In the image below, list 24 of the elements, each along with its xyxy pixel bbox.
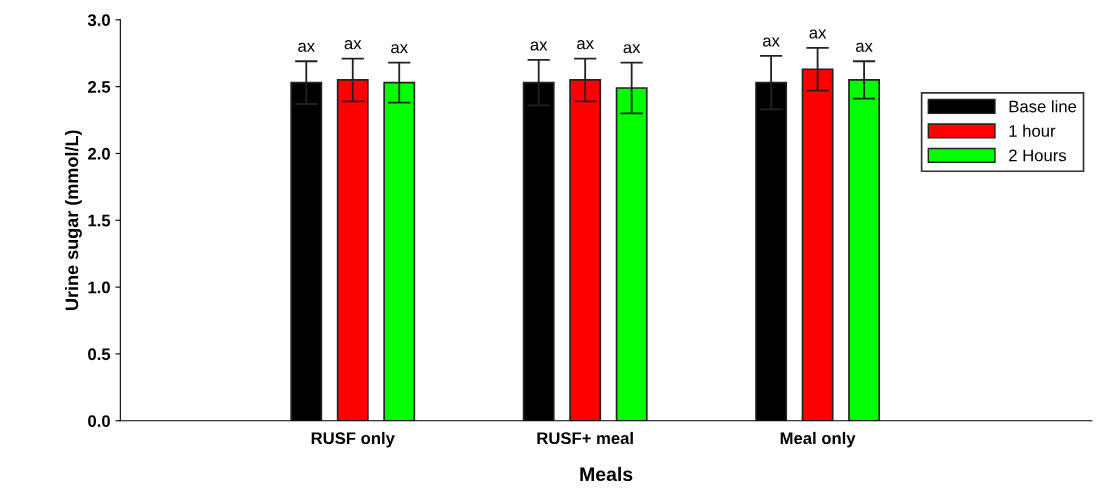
x-tick-label: RUSF+ meal xyxy=(537,431,633,445)
data-label: ax xyxy=(577,40,594,50)
y-tick-label: 2.0 xyxy=(88,147,110,160)
data-label: ax xyxy=(855,42,873,52)
x-tick-label: Meal only xyxy=(780,431,856,448)
x-axis-title: Meals xyxy=(580,466,633,482)
y-tick-label: 0.0 xyxy=(88,415,110,427)
y-tick-label: 2.5 xyxy=(88,81,111,93)
legend-label: 2 Hours xyxy=(1009,149,1067,162)
y-tick-label: 1.5 xyxy=(88,214,111,227)
y-axis-title: Urine sugar (mmol/L) xyxy=(64,130,82,310)
y-tick-label: 3.0 xyxy=(87,14,110,27)
y-tick-label: 0.5 xyxy=(88,348,111,361)
data-label: ax xyxy=(391,44,408,54)
data-label: ax xyxy=(344,40,362,50)
x-tick-label: RUSF only xyxy=(311,431,395,448)
data-label: ax xyxy=(530,41,548,51)
data-label: ax xyxy=(763,37,780,47)
legend-label: 1 hour xyxy=(1009,124,1056,137)
data-label: ax xyxy=(809,29,827,39)
y-tick-label: 1.0 xyxy=(88,281,110,294)
legend-label: Base line xyxy=(1009,100,1077,113)
data-label: ax xyxy=(623,44,641,54)
data-label: ax xyxy=(298,42,315,52)
